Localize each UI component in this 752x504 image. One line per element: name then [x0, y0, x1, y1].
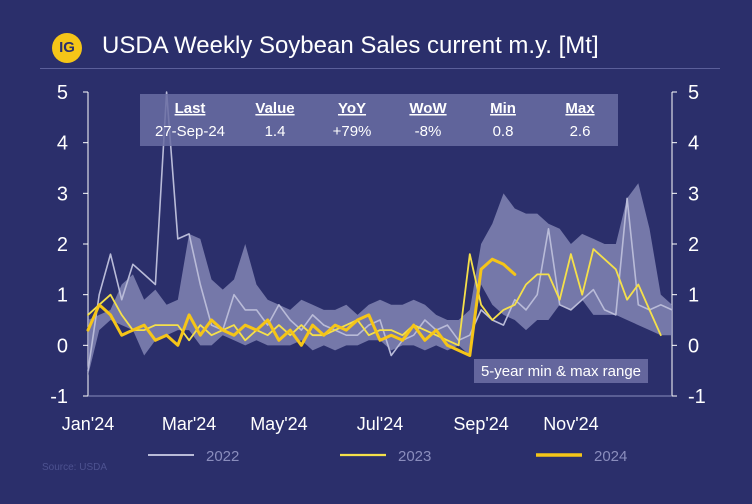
stats-value-max: 2.6 — [570, 123, 591, 140]
range-label-bg — [474, 359, 648, 383]
stats-header-yoy: YoY — [338, 100, 366, 117]
chart-title: USDA Weekly Soybean Sales current m.y. [… — [102, 32, 599, 59]
y-tick-label-right: 2 — [688, 234, 699, 256]
y-tick-label-left: 0 — [57, 335, 68, 357]
x-tick-label: Jan'24 — [62, 414, 114, 434]
y-tick-label-left: 4 — [57, 133, 68, 155]
ig-logo: IG — [52, 33, 82, 63]
stats-value-yoy: +79% — [333, 123, 372, 140]
stats-value-last: 27-Sep-24 — [155, 123, 225, 140]
x-tick-label: Sep'24 — [453, 414, 509, 434]
range-label-text: 5-year min & max range — [481, 363, 641, 380]
legend-label-2024: 2024 — [594, 448, 627, 465]
title-divider — [40, 68, 720, 69]
y-tick-label-left: 5 — [57, 82, 68, 104]
title-bar: IG USDA Weekly Soybean Sales current m.y… — [0, 0, 752, 69]
legend-label-2022: 2022 — [206, 448, 239, 465]
stats-header-min: Min — [490, 100, 516, 117]
source-note: Source: USDA — [42, 462, 108, 473]
stats-value-value: 1.4 — [265, 123, 286, 140]
y-tick-label-left: 1 — [57, 285, 68, 307]
stats-table: Last Value YoY WoW Min Max 27-Sep-24 1.4 +79% -8%… — [140, 94, 618, 146]
range-band-area — [88, 183, 672, 376]
x-tick-label: May'24 — [250, 414, 307, 434]
y-tick-label-left: 3 — [57, 183, 68, 205]
y-tick-label-left: 2 — [57, 234, 68, 256]
axes: -1 -1 0 0 1 1 2 2 3 3 4 4 5 5 Jan'24 Mar'24 May'24 Jul'24… — [50, 82, 706, 434]
y-tick-label-right: 5 — [688, 82, 699, 104]
x-tick-label: Mar'24 — [162, 414, 216, 434]
y-tick-label-right: 4 — [688, 133, 699, 155]
legend-label-2023: 2023 — [398, 448, 431, 465]
y-tick-label-right: 3 — [688, 183, 699, 205]
y-tick-label-right: 0 — [688, 335, 699, 357]
legend: 2022 2023 2024 — [148, 448, 627, 465]
stats-value-wow: -8% — [415, 123, 442, 140]
y-tick-label-right: -1 — [688, 386, 706, 408]
range-label-box: 5-year min & max range — [474, 359, 648, 383]
y-tick-label-right: 1 — [688, 285, 699, 307]
stats-header-value: Value — [255, 100, 294, 117]
series-line-2024 — [86, 257, 517, 357]
stats-header-wow: WoW — [409, 100, 447, 117]
stats-header-last: Last — [175, 100, 206, 117]
x-tick-label: Nov'24 — [543, 414, 598, 434]
stats-header-max: Max — [565, 100, 595, 117]
range-band — [88, 183, 672, 376]
series-lines — [86, 91, 673, 372]
y-tick-label-left: -1 — [50, 386, 68, 408]
stats-box — [140, 94, 618, 146]
x-tick-label: Jul'24 — [357, 414, 403, 434]
series-line-2022 — [87, 91, 673, 372]
stats-value-min: 0.8 — [493, 123, 514, 140]
